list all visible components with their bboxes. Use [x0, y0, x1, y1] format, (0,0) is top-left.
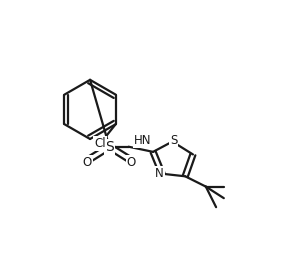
Text: O: O	[127, 156, 136, 169]
Text: O: O	[83, 156, 92, 169]
Text: HN: HN	[134, 134, 151, 147]
Text: S: S	[170, 134, 177, 147]
Text: Cl: Cl	[95, 137, 106, 150]
Text: S: S	[105, 140, 114, 154]
Text: N: N	[155, 167, 164, 180]
